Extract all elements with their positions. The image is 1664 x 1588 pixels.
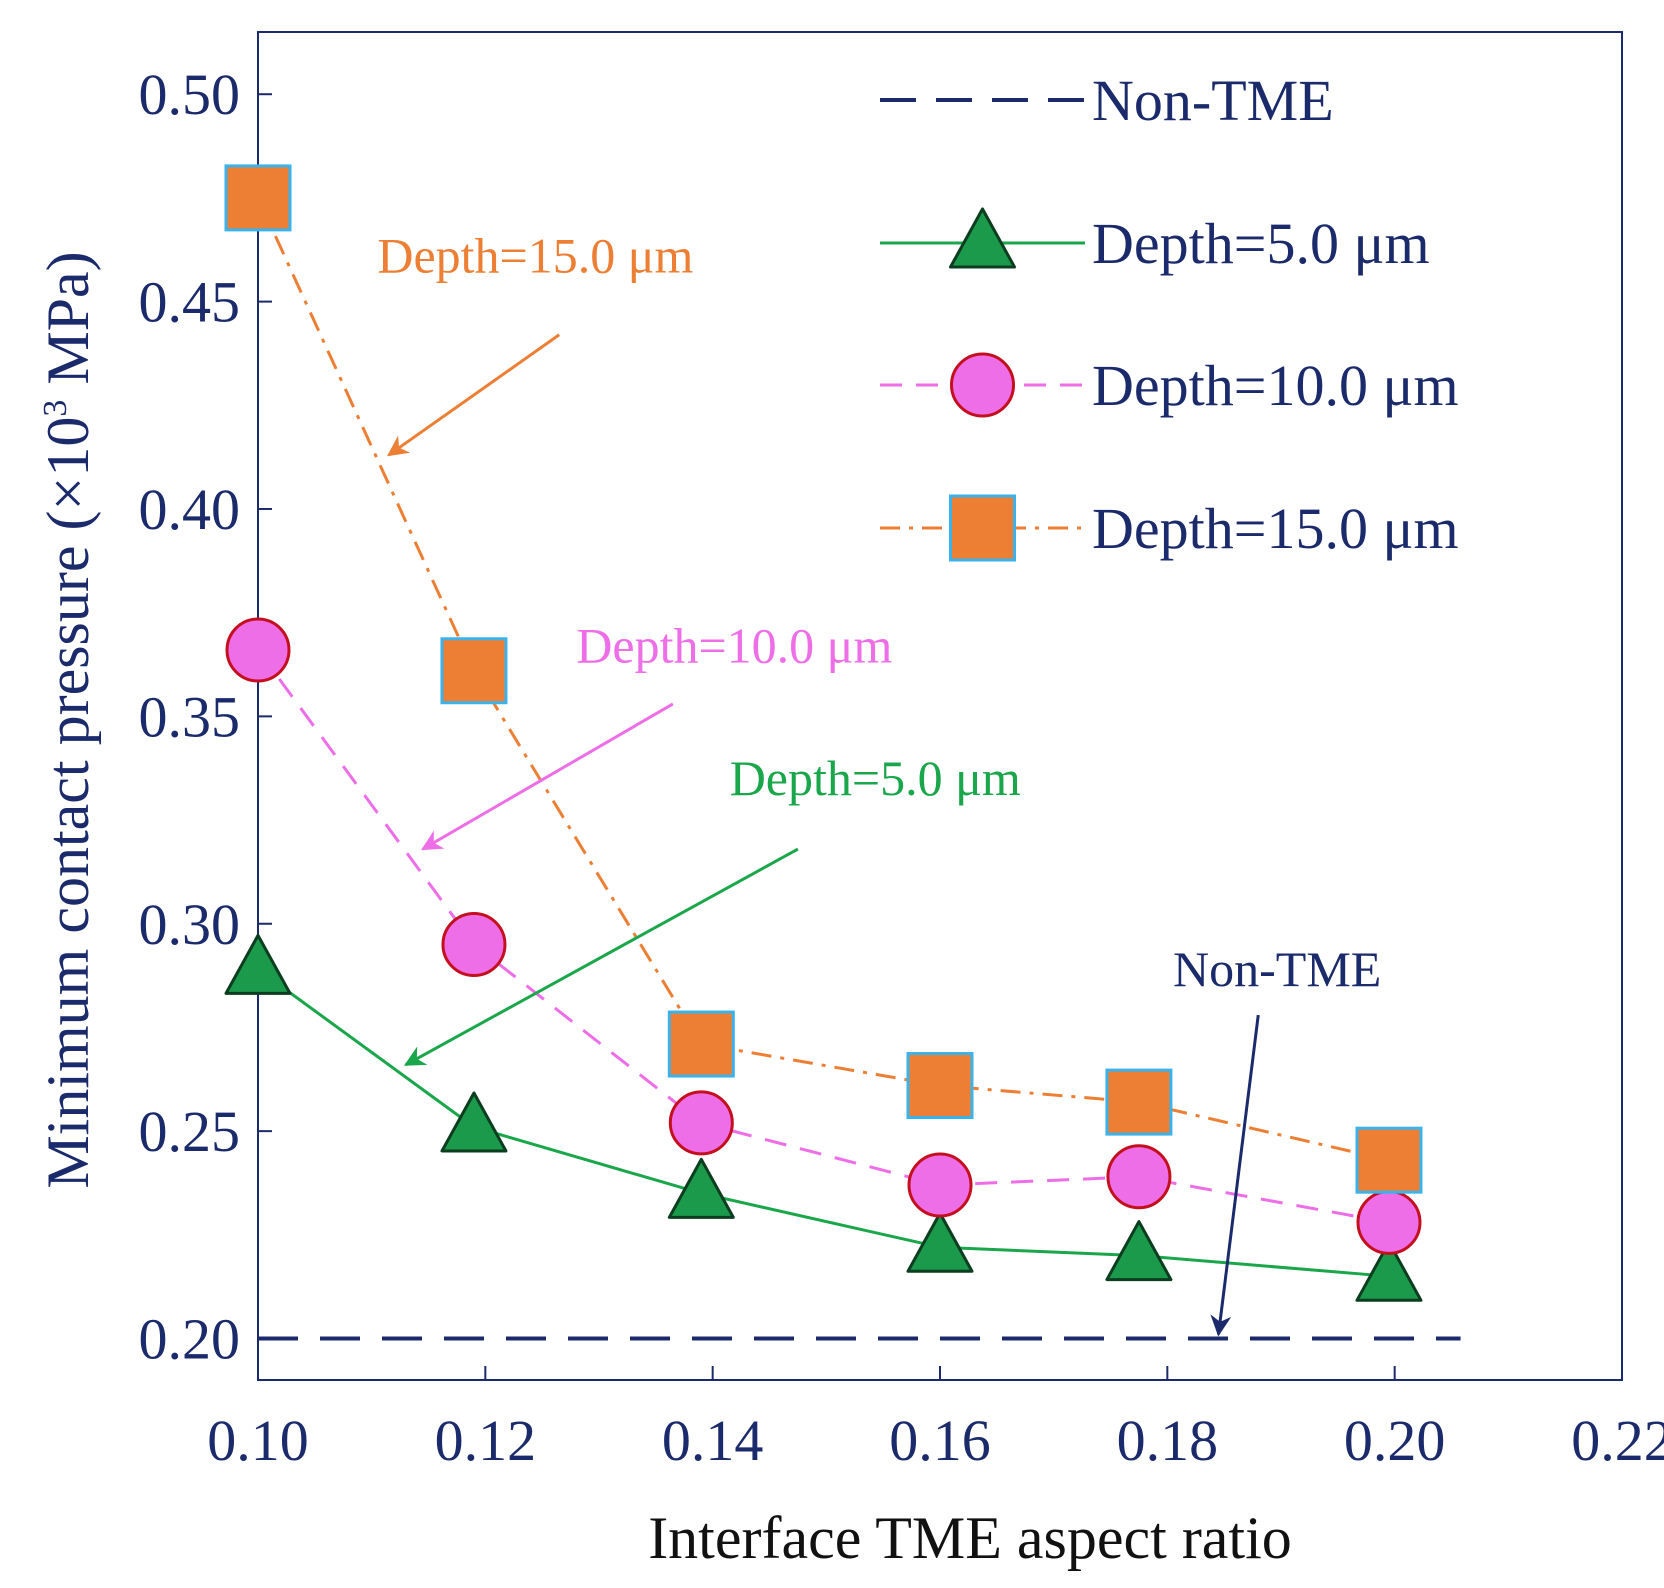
legend-marker-circle [950, 352, 1015, 418]
data-point-square [224, 164, 292, 232]
y-tick-label: 0.45 [139, 270, 241, 335]
annotation-label: Non-TME [1173, 941, 1381, 997]
data-point-circle [1356, 1189, 1422, 1255]
y-tick-label: 0.20 [139, 1307, 241, 1372]
annotation-label: Depth=15.0 μm [377, 228, 693, 284]
annotation-arrow [387, 333, 561, 457]
data-point-square [667, 1010, 735, 1078]
data-point-square [1105, 1068, 1173, 1136]
x-tick-label: 0.10 [207, 1408, 309, 1473]
annotation-arrow [403, 847, 799, 1067]
data-point-triangle [1355, 1240, 1423, 1302]
y-tick-label: 0.35 [139, 684, 241, 749]
y-axis-title-main: Minimum contact pressure (×10 [35, 417, 101, 1189]
legend-marker-square [949, 494, 1016, 562]
data-point-circle [907, 1152, 973, 1218]
data-point-circle [225, 617, 291, 683]
y-tick-label: 0.30 [139, 892, 241, 957]
series-markers [224, 164, 1423, 1302]
y-axis-title: Minimum contact pressure (×103 MPa) [35, 251, 101, 1188]
x-tick-label: 0.14 [662, 1408, 764, 1473]
data-point-square [906, 1052, 974, 1120]
legend-label: Depth=10.0 μm [1092, 353, 1459, 418]
annotation-arrow [421, 702, 674, 851]
y-axis-title-unit: MPa) [35, 251, 101, 399]
data-point-triangle [1105, 1220, 1173, 1282]
legend-label: Non-TME [1092, 68, 1334, 133]
y-tick-label: 0.40 [139, 477, 241, 542]
x-tick-label: 0.20 [1344, 1408, 1446, 1473]
x-tick-label: 0.22 [1571, 1408, 1664, 1473]
series-line [257, 968, 1390, 1278]
series-line [256, 649, 1390, 1224]
legend-entry: Depth=15.0 μm [880, 494, 1459, 562]
data-point-square [440, 637, 508, 705]
data-point-circle [441, 911, 507, 977]
x-axis-title: Interface TME aspect ratio [648, 1505, 1292, 1571]
annotation-label: Depth=5.0 μm [730, 750, 1021, 806]
data-point-triangle [440, 1091, 508, 1153]
series-lines [256, 197, 1461, 1341]
data-point-square [1355, 1126, 1423, 1194]
annotation-arrow [1210, 1014, 1260, 1337]
legend-marker-triangle [949, 207, 1016, 269]
legend-entry: Non-TME [880, 68, 1334, 133]
data-point-triangle [667, 1157, 735, 1219]
x-tick-label: 0.16 [889, 1408, 991, 1473]
y-tick-label: 0.50 [139, 62, 241, 127]
data-point-circle [668, 1090, 734, 1156]
y-tick-label: 0.25 [139, 1099, 241, 1164]
x-tick-label: 0.18 [1117, 1408, 1219, 1473]
legend: Non-TME Depth=5.0 μm Depth=10.0 μm Depth=15… [880, 68, 1459, 562]
legend-entry: Depth=5.0 μm [880, 207, 1430, 276]
y-axis-title-superscript: 3 [37, 400, 74, 417]
data-point-triangle [906, 1211, 974, 1273]
legend-label: Depth=5.0 μm [1092, 211, 1430, 276]
ticks: 0.10 0.12 0.14 0.16 0.18 0.20 0.22 0.20 0.25 0.30… [139, 62, 1664, 1473]
legend-label: Depth=15.0 μm [1092, 496, 1459, 561]
series-line [256, 197, 1390, 1162]
x-tick-label: 0.12 [435, 1408, 537, 1473]
annotations: Depth=15.0 μm Depth=10.0 μm Depth=5.0 μm No… [377, 228, 1381, 1337]
data-point-circle [1106, 1144, 1172, 1210]
data-point-triangle [224, 933, 292, 995]
legend-entry: Depth=10.0 μm [880, 352, 1459, 418]
annotation-label: Depth=10.0 μm [576, 617, 892, 673]
svg-text:Minimum contact pressure (×103: Minimum contact pressure (×103 MPa) [35, 251, 101, 1188]
